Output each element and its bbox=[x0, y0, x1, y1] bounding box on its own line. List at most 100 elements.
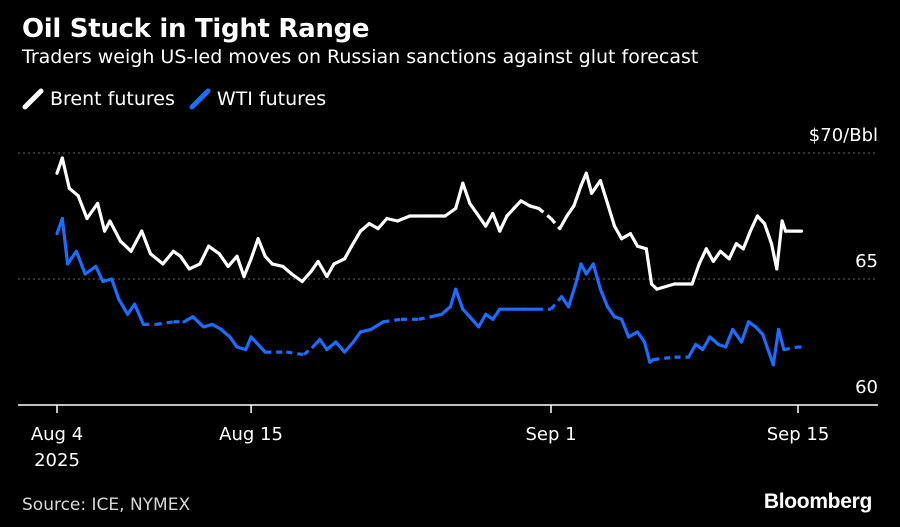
series-brent-segment bbox=[67, 186, 80, 198]
series-brent-segment bbox=[491, 211, 502, 233]
series-brent-segment bbox=[584, 171, 594, 195]
bloomberg-logo: Bloomberg bbox=[763, 490, 872, 513]
series-brent-segment bbox=[443, 206, 458, 218]
y-tick-label-65: 65 bbox=[855, 251, 878, 272]
series-wti-segment bbox=[325, 340, 338, 352]
series-wti-segment bbox=[286, 350, 305, 357]
series-wti-segment bbox=[648, 358, 655, 364]
x-tick-label-1: Aug 15 bbox=[219, 424, 283, 445]
series-wti-segment bbox=[133, 302, 145, 326]
series-brent-segment bbox=[198, 244, 211, 266]
chart-title: Oil Stuck in Tight Range bbox=[22, 14, 370, 44]
series-brent-segment bbox=[512, 199, 523, 210]
source-note: Source: ICE, NYMEX bbox=[22, 495, 191, 515]
series-brent-segment bbox=[60, 156, 71, 190]
series-wti-segment bbox=[302, 345, 314, 356]
series-brent-segment bbox=[108, 219, 123, 243]
series-brent-segment bbox=[711, 249, 723, 263]
series-brent-segment bbox=[748, 214, 760, 233]
series-brent-segment bbox=[309, 259, 320, 273]
y-tick-label-70: $70/Bbl bbox=[809, 125, 878, 146]
series-brent-segment bbox=[290, 272, 304, 284]
series-wti-segment bbox=[358, 327, 373, 334]
series-wti-segment bbox=[83, 264, 98, 276]
series-brent-segment bbox=[741, 229, 753, 251]
series-brent-segment bbox=[468, 201, 479, 216]
series-brent-segment bbox=[605, 201, 617, 228]
series-wti-segment bbox=[334, 340, 347, 354]
series-wti-segment bbox=[369, 320, 385, 331]
series-brent-segment bbox=[727, 242, 738, 261]
series-brent-segment bbox=[316, 259, 329, 279]
series-wti-segment bbox=[653, 355, 675, 362]
chart-subtitle: Traders weigh US-led moves on Russian sa… bbox=[22, 46, 699, 68]
series-wti-segment bbox=[761, 332, 770, 352]
series-brent-segment bbox=[148, 252, 165, 266]
series-wti-segment bbox=[619, 317, 631, 339]
series-wti-segment bbox=[468, 315, 481, 329]
series-brent-segment bbox=[118, 239, 133, 253]
chart-legend: Brent futures WTI futures bbox=[22, 88, 340, 110]
series-wti-segment bbox=[117, 297, 130, 316]
series-wti-segment bbox=[125, 302, 137, 316]
series-brent-segment bbox=[242, 257, 253, 279]
series-wti-segment bbox=[60, 216, 70, 266]
series-brent-segment bbox=[385, 216, 400, 223]
series-brent-segment bbox=[528, 204, 541, 210]
series-wti-segment bbox=[686, 342, 698, 359]
series-wti-segment bbox=[579, 262, 588, 276]
series-wti-segment bbox=[440, 305, 452, 316]
series-brent-segment bbox=[300, 269, 313, 284]
series-brent-segment bbox=[498, 214, 509, 233]
series-brent-segment bbox=[140, 229, 153, 256]
series-wti-segment bbox=[559, 295, 571, 309]
series-wti-segment bbox=[210, 322, 223, 331]
series-brent-segment bbox=[589, 179, 603, 195]
series-brent-segment bbox=[85, 201, 100, 221]
series-wti-segment bbox=[454, 287, 465, 311]
series-wti-segment bbox=[256, 342, 267, 354]
series-wti-segment bbox=[477, 312, 488, 329]
series-brent-segment bbox=[572, 184, 583, 208]
series-brent-segment bbox=[263, 254, 274, 266]
series-wti-segment bbox=[739, 320, 751, 344]
series-brent-segment bbox=[704, 247, 715, 263]
series-wti-segment bbox=[191, 315, 205, 329]
series-brent-segment bbox=[718, 249, 731, 261]
series-wti-segment bbox=[598, 287, 610, 309]
series-wti-segment bbox=[461, 307, 472, 319]
series-brent-segment bbox=[690, 262, 701, 286]
series-wti-segment bbox=[776, 327, 786, 352]
series-brent-segment bbox=[565, 204, 576, 218]
series-brent-segment bbox=[332, 257, 347, 266]
series-brent-segment bbox=[697, 247, 708, 266]
series-brent-segment bbox=[755, 214, 767, 226]
series-wti-segment bbox=[549, 295, 563, 311]
legend-item-wti: WTI futures bbox=[189, 88, 326, 110]
series-brent-segment bbox=[780, 219, 788, 233]
y-tick-label-60: 60 bbox=[855, 377, 878, 398]
series-brent-segment bbox=[178, 254, 191, 271]
series-wti-segment bbox=[228, 335, 239, 349]
series-wti-segment bbox=[418, 315, 432, 321]
legend-item-brent: Brent futures bbox=[22, 88, 175, 110]
series-wti-segment bbox=[783, 345, 799, 352]
series-brent-segment bbox=[207, 244, 221, 256]
series-wti-segment bbox=[383, 317, 402, 324]
series-brent-segment bbox=[350, 229, 363, 248]
series-wti-segment bbox=[94, 264, 105, 284]
series-brent-segment bbox=[249, 237, 260, 261]
series-brent-segment bbox=[505, 206, 516, 218]
series-brent-segment bbox=[655, 282, 677, 291]
x-tick-sublabel-0: 2025 bbox=[34, 450, 80, 471]
legend-swatch-wti bbox=[189, 88, 211, 110]
series-wti-segment bbox=[429, 312, 444, 319]
series-wti-segment bbox=[626, 330, 640, 339]
series-wti-segment bbox=[731, 327, 744, 344]
series-brent-segment bbox=[612, 224, 624, 241]
series-wti-segment bbox=[448, 287, 458, 309]
series-wti-segment bbox=[249, 335, 260, 347]
series-brent-segment bbox=[235, 254, 246, 279]
series-brent-segment bbox=[762, 222, 774, 246]
